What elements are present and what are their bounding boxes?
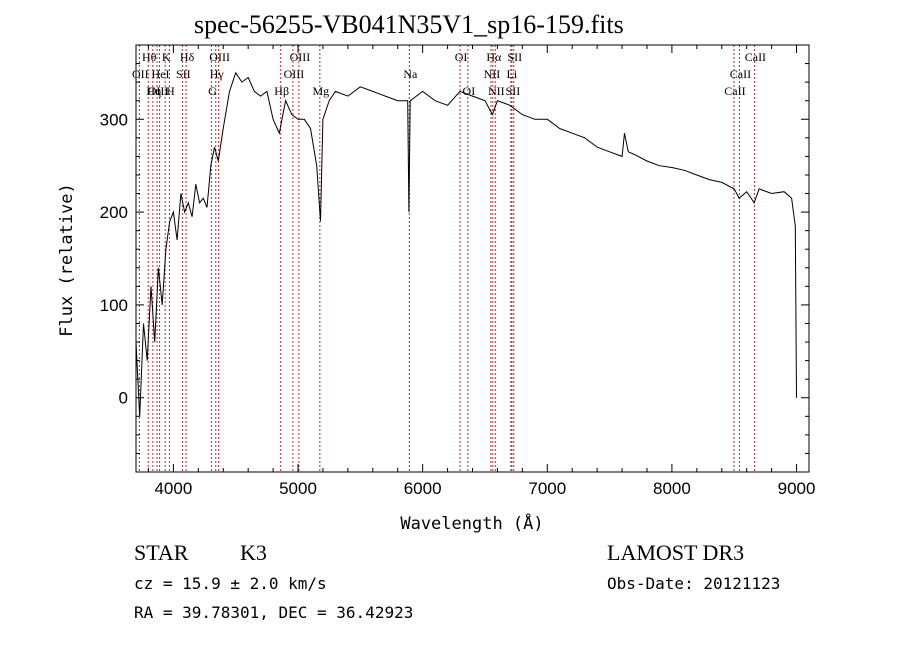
- line-label-26: CaII: [730, 67, 751, 81]
- plot-frame: [135, 44, 810, 473]
- line-label-27: CaII: [724, 84, 745, 98]
- line-label-4: HeI: [152, 67, 170, 81]
- x-axis-label: Wavelength (Å): [400, 512, 543, 534]
- line-label-12: OIII: [290, 50, 311, 64]
- line-label-21: NII: [488, 84, 505, 98]
- line-label-3: K: [162, 50, 171, 64]
- y-tick-label-100: 100: [100, 296, 128, 315]
- ra-dec-text: RA = 39.78301, DEC = 36.42923: [134, 603, 414, 622]
- spectral-line-markers: [138, 45, 755, 472]
- y-tick-label-200: 200: [100, 203, 128, 222]
- survey-name: LAMOST DR3: [607, 540, 745, 565]
- line-label-9: OIII: [209, 50, 230, 64]
- obs-date-text: Obs-Date: 20121123: [607, 574, 781, 593]
- line-label-19: Hα: [486, 50, 502, 64]
- line-label-13: OIII: [284, 67, 305, 81]
- x-tick-label-5000: 5000: [279, 479, 317, 498]
- line-label-20: NII: [484, 67, 501, 81]
- line-label-15: Mg: [312, 84, 329, 98]
- x-tick-label-8000: 8000: [653, 479, 691, 498]
- x-tick-label-6000: 6000: [404, 479, 442, 498]
- x-tick-label-9000: 9000: [778, 479, 816, 498]
- line-label-10: Hγ: [210, 67, 225, 81]
- line-label-8: H: [166, 84, 175, 98]
- redshift-text: cz = 15.9 ± 2.0 km/s: [134, 574, 327, 593]
- line-label-6: Hδ: [180, 50, 195, 64]
- line-label-7: SII: [176, 67, 191, 81]
- line-label-16: Na: [403, 67, 418, 81]
- line-label-1: OII: [132, 67, 149, 81]
- chart-title: spec-56255-VB041N35V1_sp16-159.fits: [194, 10, 624, 39]
- y-tick-label-0: 0: [119, 389, 128, 408]
- line-label-2: OIII: [148, 84, 169, 98]
- line-label-22: SII: [507, 50, 522, 64]
- line-label-24: SII: [506, 84, 521, 98]
- line-label-23: Li: [507, 67, 518, 81]
- line-label-17: OI: [455, 50, 468, 64]
- line-label-11: G: [208, 84, 217, 98]
- line-label-18: OI: [463, 84, 476, 98]
- line-label-5: Hη: [146, 84, 161, 98]
- object-subclass: K3: [240, 540, 267, 565]
- line-label-14: Hβ: [274, 84, 289, 98]
- line-label-0: Hθ: [142, 50, 157, 64]
- x-tick-label-4000: 4000: [154, 479, 192, 498]
- line-label-25: CaII: [745, 50, 766, 64]
- x-tick-label-7000: 7000: [528, 479, 566, 498]
- y-axis-label: Flux (relative): [57, 183, 77, 337]
- axis-ticks: 4000 5000 6000 7000 8000 9000 0 100 200 300: [100, 45, 816, 498]
- object-class: STAR: [134, 540, 189, 565]
- y-tick-label-300: 300: [100, 110, 128, 129]
- spectrum-line: [135, 71, 797, 417]
